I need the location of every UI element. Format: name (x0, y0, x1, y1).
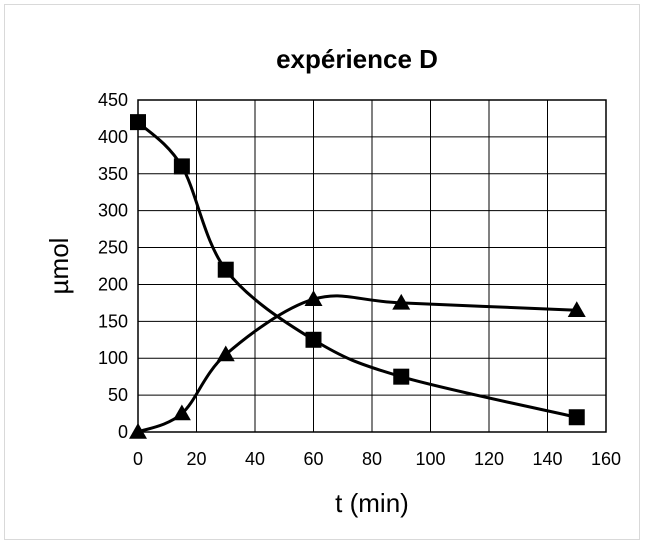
y-tick-label: 250 (98, 238, 128, 258)
x-tick-label: 160 (591, 449, 621, 469)
y-tick-label: 350 (98, 164, 128, 184)
triangle-marker (392, 293, 411, 310)
x-tick-label: 60 (303, 449, 323, 469)
y-tick-label: 0 (118, 422, 128, 442)
y-tick-label: 450 (98, 90, 128, 110)
series-line-square (136, 120, 579, 419)
plot-border (137, 99, 607, 433)
series-line-triangle (136, 294, 579, 434)
x-axis-label: t (min) (335, 488, 409, 518)
triangle-marker (567, 301, 586, 318)
x-tick-label: 40 (245, 449, 265, 469)
triangle-marker (172, 404, 191, 421)
triangle-marker (216, 345, 235, 362)
tick-labels: 0 50 100 150 200 250 300 350 400 450 0 20 40 60 80 100 1… (98, 90, 621, 469)
chart-frame (4, 4, 640, 540)
chart-title: expérience D (276, 44, 438, 74)
x-tick-label: 20 (186, 449, 206, 469)
series-lines (136, 120, 579, 434)
x-tick-label: 80 (362, 449, 382, 469)
x-tick-label: 140 (532, 449, 562, 469)
triangle-marker (304, 290, 323, 306)
y-tick-label: 150 (98, 311, 128, 331)
x-tick-label: 100 (415, 449, 445, 469)
y-tick-label: 300 (98, 201, 128, 221)
y-tick-label: 100 (98, 348, 128, 368)
square-marker (305, 331, 322, 348)
square-marker (217, 261, 234, 278)
square-marker (173, 158, 190, 175)
x-tick-label: 0 (133, 449, 143, 469)
square-marker (393, 368, 410, 385)
y-axis-label: µmol (44, 238, 74, 295)
y-tick-label: 400 (98, 127, 128, 147)
y-tick-label: 200 (98, 274, 128, 294)
square-marker (568, 409, 585, 426)
grid-layer (137, 99, 607, 433)
y-tick-label: 50 (108, 385, 128, 405)
x-tick-label: 120 (474, 449, 504, 469)
